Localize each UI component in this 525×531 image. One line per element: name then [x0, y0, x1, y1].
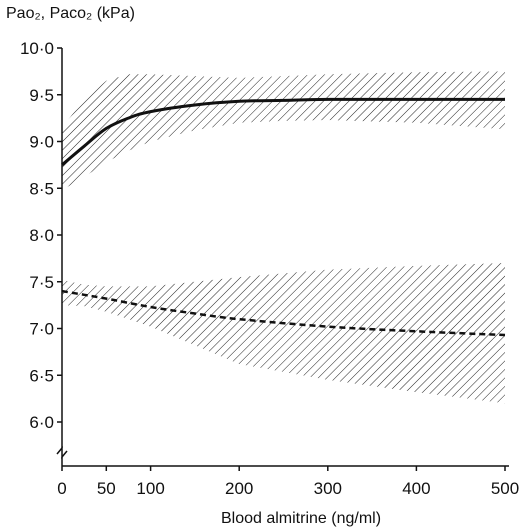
x-tick-label: 200 [225, 479, 253, 498]
series-lines [61, 97, 506, 337]
band-series-2 [62, 263, 505, 404]
x-tick-label: 500 [491, 479, 519, 498]
x-tick-label: 400 [402, 479, 430, 498]
y-tick-label: 9·0 [29, 133, 54, 152]
y-tick-label: 10·0 [20, 39, 54, 58]
axes [56, 48, 509, 467]
line-series-2 [61, 289, 506, 337]
x-tick-label: 50 [97, 479, 116, 498]
y-axis-break [56, 445, 68, 460]
line-series-1 [61, 97, 505, 167]
y-tick-label: 7·0 [29, 320, 54, 339]
band-series-1 [62, 71, 505, 191]
y-tick-label: 8·0 [29, 226, 54, 245]
tick-marks: 6·0 6·5 7·0 7·5 8·0 8·5 9·0 9·5 10·0 0 50 100 200 300… [20, 39, 519, 498]
x-tick-label: 300 [314, 479, 342, 498]
x-tick-label: 100 [136, 479, 164, 498]
y-tick-label: 8·5 [29, 179, 54, 198]
confidence-bands [62, 71, 505, 404]
y-tick-label: 7·5 [29, 273, 54, 292]
y-tick-label: 6·0 [29, 413, 54, 432]
y-axis-title: Pao₂, Paco₂ (kPa) [6, 5, 135, 22]
y-tick-label: 6·5 [29, 366, 54, 385]
x-axis-title: Blood almitrine (ng/ml) [221, 510, 381, 527]
x-tick-label: 0 [57, 479, 66, 498]
y-tick-label: 9·5 [29, 86, 54, 105]
